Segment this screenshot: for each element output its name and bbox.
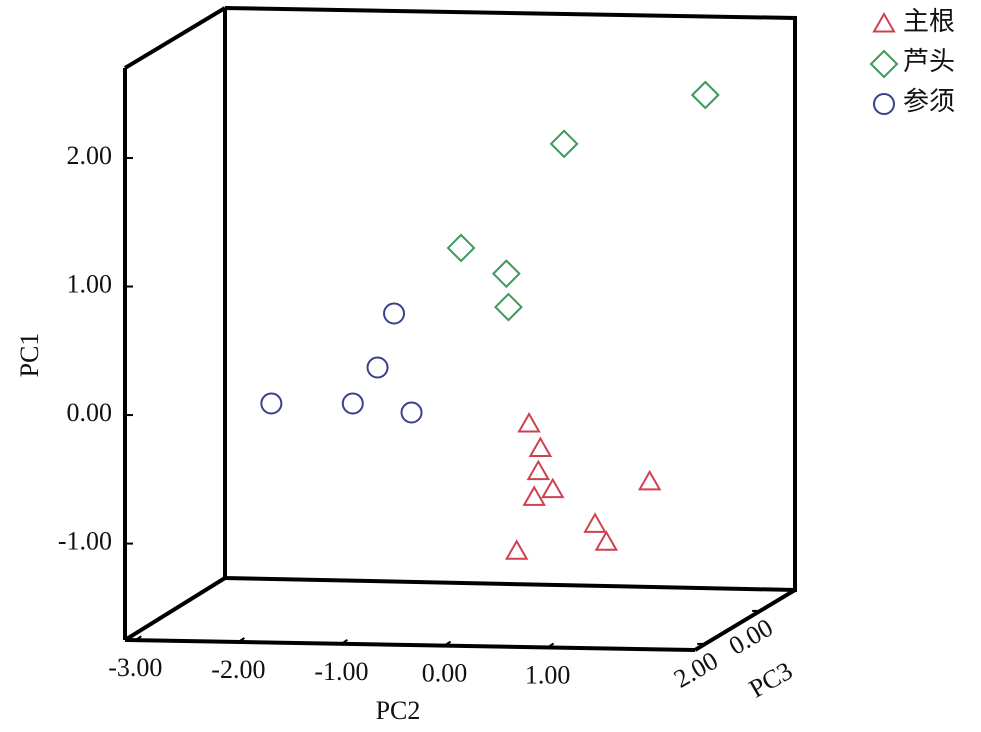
box-edge [693,588,797,652]
x-tick-label: -1.00 [314,657,368,686]
z-tick-label: 0.00 [724,613,778,661]
box-edge [123,576,227,642]
x-tick [237,637,245,643]
legend-label: 芦头 [903,47,955,76]
triangle-marker [504,539,529,560]
z-tick-label: 2.00 [669,646,723,694]
x-tick [340,638,349,645]
x-tick [134,635,142,642]
legend-label: 参须 [903,87,955,116]
y-tick-label: 0.00 [67,398,113,427]
circle-marker [366,356,389,379]
circle-marker [341,392,364,415]
x-tick-label: 1.00 [525,660,571,689]
triangle-marker [594,530,619,551]
box-edge [124,638,696,652]
diamond-marker [491,259,521,289]
circle-marker [383,302,406,325]
x-tick [443,640,452,647]
triangle-marker [522,485,546,506]
y-axis-title: PC1 [15,333,44,378]
circle-marker [260,392,283,415]
circle-marker [873,93,895,115]
x-axis-title: PC2 [376,696,421,725]
triangle-marker [872,11,896,33]
triangle-marker [528,436,553,457]
y-tick-label: 1.00 [67,269,113,298]
z-axis-title: PC3 [744,656,797,704]
back-face [223,6,797,593]
y-tick-label: 2.00 [67,141,113,170]
triangle-marker [541,477,565,499]
triangle-marker [517,412,541,433]
triangle-marker [526,459,551,481]
triangle-marker [637,469,662,491]
diamond-marker [446,233,476,263]
diamond-marker [494,292,523,322]
legend-label: 主根 [903,7,955,36]
diamond-marker [690,80,720,110]
diamond-marker [869,49,899,79]
box [123,6,797,652]
x-tick-label: 0.00 [422,659,468,688]
circle-marker [400,401,423,424]
x-tick-label: -3.00 [108,653,162,682]
y-tick-label: -1.00 [58,527,112,556]
x-tick-label: -2.00 [211,655,265,684]
triangle-marker [583,512,607,533]
x-tick [547,642,555,649]
box-edge [123,6,227,70]
diamond-marker [549,129,579,159]
